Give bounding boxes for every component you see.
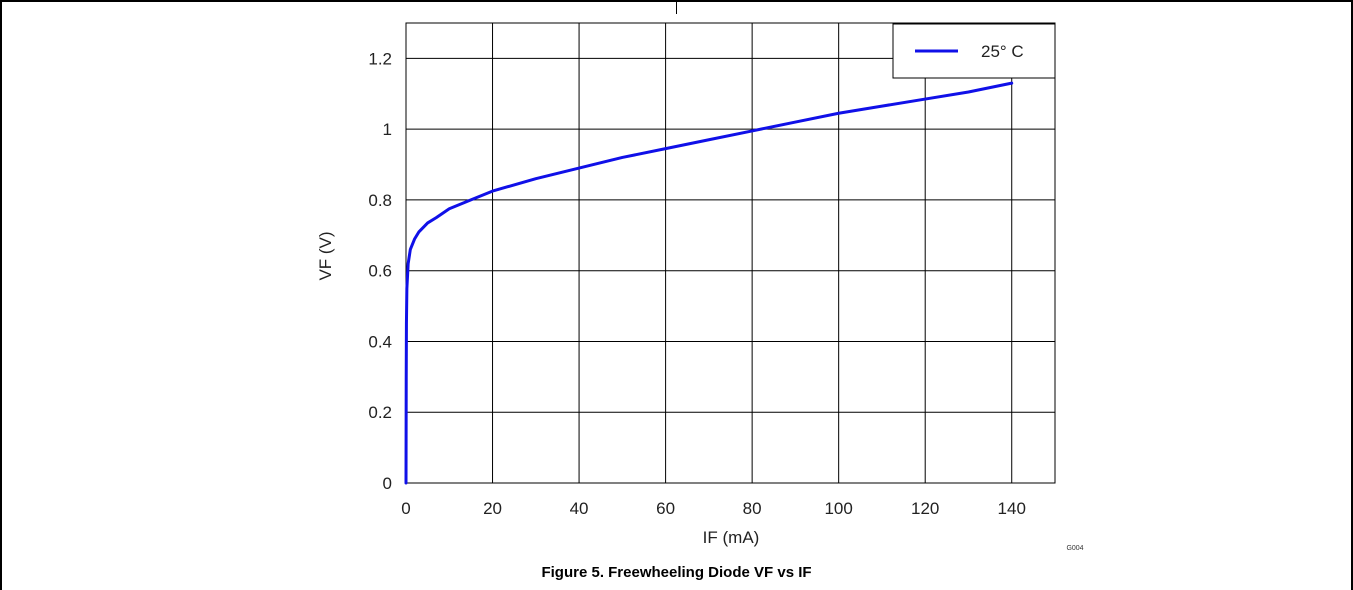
- plot-area-border: [405, 22, 1056, 484]
- y-tick-label: 0.8: [368, 191, 392, 210]
- x-tick-label: 40: [570, 499, 589, 518]
- x-tick-label: 60: [656, 499, 675, 518]
- x-tick-label: 80: [743, 499, 762, 518]
- y-tick-label: 1.2: [368, 49, 392, 68]
- x-tick-label: 120: [911, 499, 939, 518]
- table-border-left: [0, 0, 2, 590]
- y-tick-label: 0.6: [368, 262, 392, 281]
- y-tick-label: 0: [383, 474, 392, 493]
- x-tick-labels: 0 20 40 60 80 100 120 140: [401, 499, 1026, 518]
- y-axis-title: VF (V): [316, 231, 335, 280]
- grid-layer: [405, 22, 1056, 484]
- x-tick-label: 100: [824, 499, 852, 518]
- figure-caption: Figure 5. Freewheeling Diode VF vs IF: [541, 564, 812, 581]
- y-tick-label: 0.2: [368, 403, 392, 422]
- x-axis-title: IF (mA): [703, 528, 760, 547]
- x-tick-label: 0: [401, 499, 410, 518]
- legend-label: 25° C: [981, 42, 1024, 61]
- y-tick-label: 0.4: [368, 332, 392, 351]
- x-tick-label: 20: [483, 499, 502, 518]
- x-tick-label: 140: [998, 499, 1026, 518]
- vf-vs-if-chart: 0 0.2 0.4 0.6 0.8 1 1.2 0 20 40 60 80 100 120 140 25°…: [316, 22, 1084, 552]
- y-tick-label: 1: [383, 120, 392, 139]
- legend: 25° C: [892, 23, 1056, 79]
- figure-code: G004: [1066, 545, 1083, 552]
- table-cell-divider: [676, 0, 677, 14]
- y-tick-labels: 0 0.2 0.4 0.6 0.8 1 1.2: [368, 49, 392, 493]
- table-border-right: [1351, 0, 1353, 590]
- series-line-25c: [404, 81, 1014, 485]
